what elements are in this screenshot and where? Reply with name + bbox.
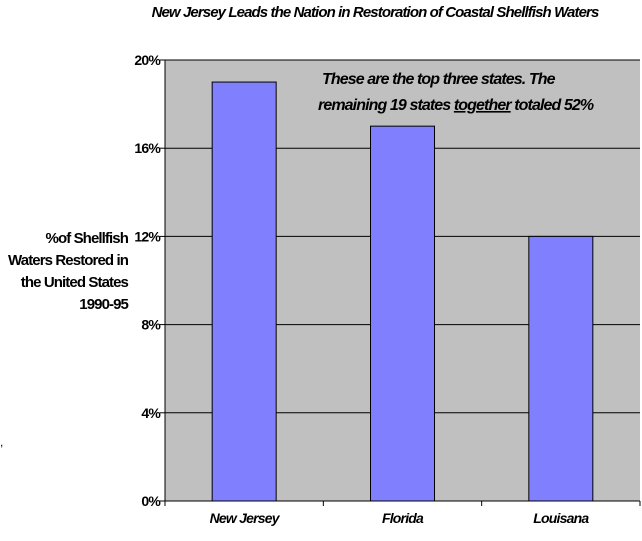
x-labels: New Jersey Florida Louisana (210, 510, 591, 526)
annotation-text-before: remaining 19 states (318, 97, 454, 114)
annotation-underlined-word: together (454, 97, 512, 114)
y-tick-label: 12% (134, 228, 161, 244)
x-tick-label: Florida (382, 510, 424, 526)
y-ticks: 0% 4% 8% 12% 16% 20% (134, 52, 165, 509)
bars (211, 81, 594, 502)
y-tick-label: 4% (141, 405, 161, 421)
axes (164, 60, 641, 506)
y-axis-title: %of Shellfish Waters Restored in the Uni… (8, 230, 129, 313)
x-tick-label: New Jersey (210, 510, 281, 526)
y-tick-label: 20% (134, 52, 161, 68)
bar (528, 235, 594, 502)
bar (370, 125, 435, 502)
y-tick-label: 8% (141, 317, 161, 333)
annotation-text-after: totaled 52% (511, 97, 594, 114)
x-tick-label: Louisana (533, 510, 589, 526)
stray-comma-mark: , (0, 435, 4, 449)
y-tick-label: 0% (141, 493, 161, 509)
bar (211, 81, 277, 502)
y-tick-label: 16% (134, 140, 161, 156)
chart-title: New Jersey Leads the Nation in Restorati… (151, 4, 600, 21)
annotation-line-2: remaining 19 states together totaled 52% (318, 97, 594, 114)
annotation-line-1: These are the top three states. The (322, 71, 556, 88)
